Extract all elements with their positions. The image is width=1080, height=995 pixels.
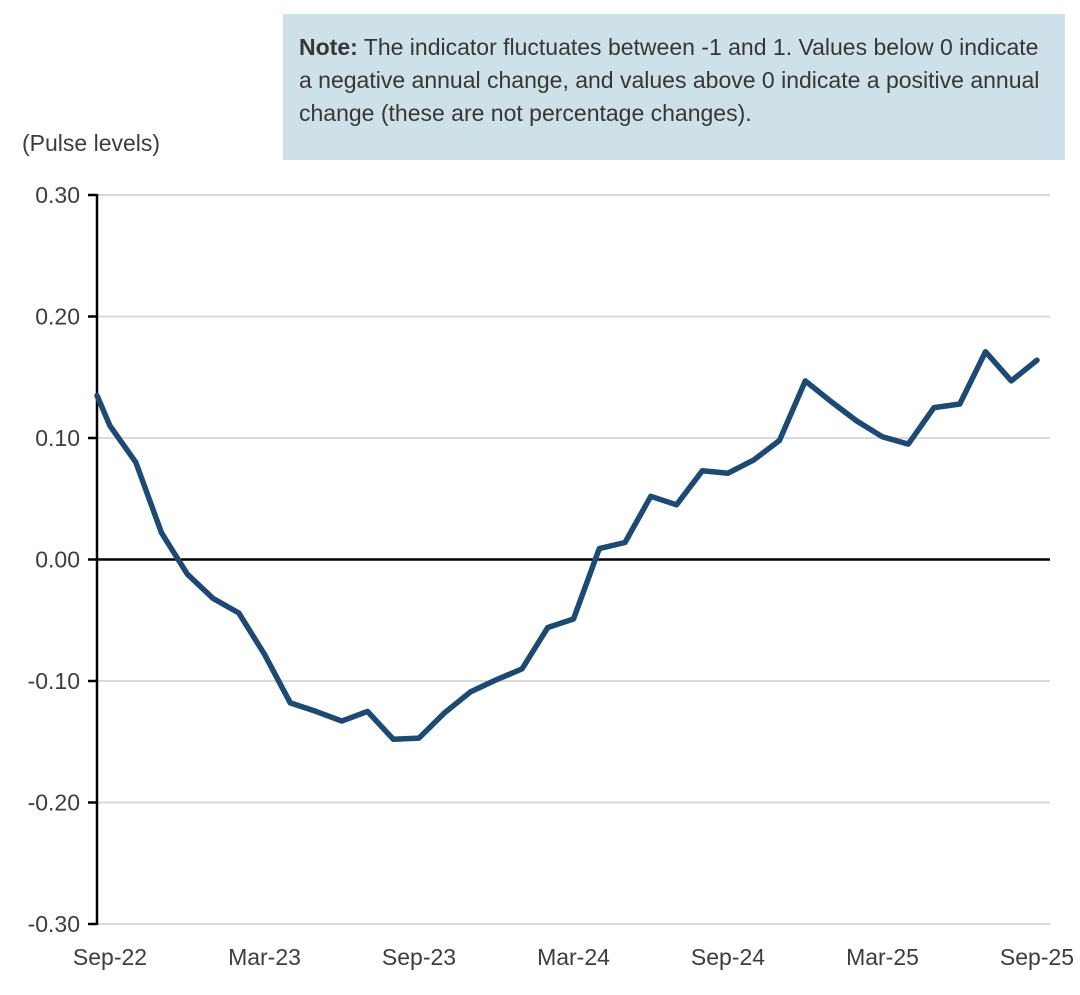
axis-unit-label: (Pulse levels) bbox=[22, 130, 161, 156]
x-tick-label: Sep-25 bbox=[1000, 944, 1074, 970]
y-tick-label: -0.30 bbox=[28, 911, 80, 937]
y-tick-label: 0.20 bbox=[35, 304, 80, 330]
x-tick-label: Sep-23 bbox=[382, 944, 456, 970]
y-tick-label: 0.10 bbox=[35, 425, 80, 451]
y-tick-label: -0.10 bbox=[28, 668, 80, 694]
note-text: The indicator fluctuates between -1 and … bbox=[299, 34, 1040, 126]
y-tick-label: -0.20 bbox=[28, 790, 80, 816]
x-tick-label: Mar-25 bbox=[846, 944, 919, 970]
x-tick-label: Mar-23 bbox=[228, 944, 301, 970]
y-tick-label: 0.00 bbox=[35, 547, 80, 573]
x-tick-label: Sep-24 bbox=[691, 944, 765, 970]
x-tick-label: Sep-22 bbox=[73, 944, 147, 970]
note-box: Note: The indicator fluctuates between -… bbox=[283, 14, 1065, 160]
x-tick-label: Mar-24 bbox=[537, 944, 610, 970]
note-label: Note: bbox=[299, 34, 358, 60]
pulse-indicator-line bbox=[94, 348, 1040, 743]
y-tick-label: 0.30 bbox=[35, 182, 80, 208]
